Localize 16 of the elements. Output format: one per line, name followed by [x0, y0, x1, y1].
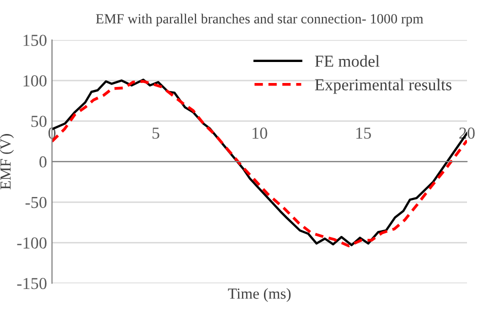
y-axis-title: EMF (V): [0, 134, 14, 190]
chart-title: EMF with parallel branches and star connection- 1000 rpm: [96, 14, 424, 26]
y-tick-label: 0: [39, 156, 47, 168]
y-tick-label: 100: [24, 75, 47, 86]
y-tick-label: 150: [24, 34, 47, 46]
x-tick-label: 10: [252, 128, 268, 139]
y-tick-label: -50: [26, 196, 47, 208]
x-tick-label: 15: [356, 128, 371, 139]
x-tick-label: 5: [152, 128, 160, 139]
y-tick-label: -150: [17, 278, 47, 290]
x-tick-label: 20: [459, 128, 475, 139]
x-axis-title: Time (ms): [228, 288, 291, 302]
y-tick-label: -100: [17, 237, 47, 249]
legend-label: Experimental results: [315, 78, 452, 94]
y-tick-label: 50: [31, 116, 47, 128]
legend-label: FE model: [315, 55, 380, 67]
